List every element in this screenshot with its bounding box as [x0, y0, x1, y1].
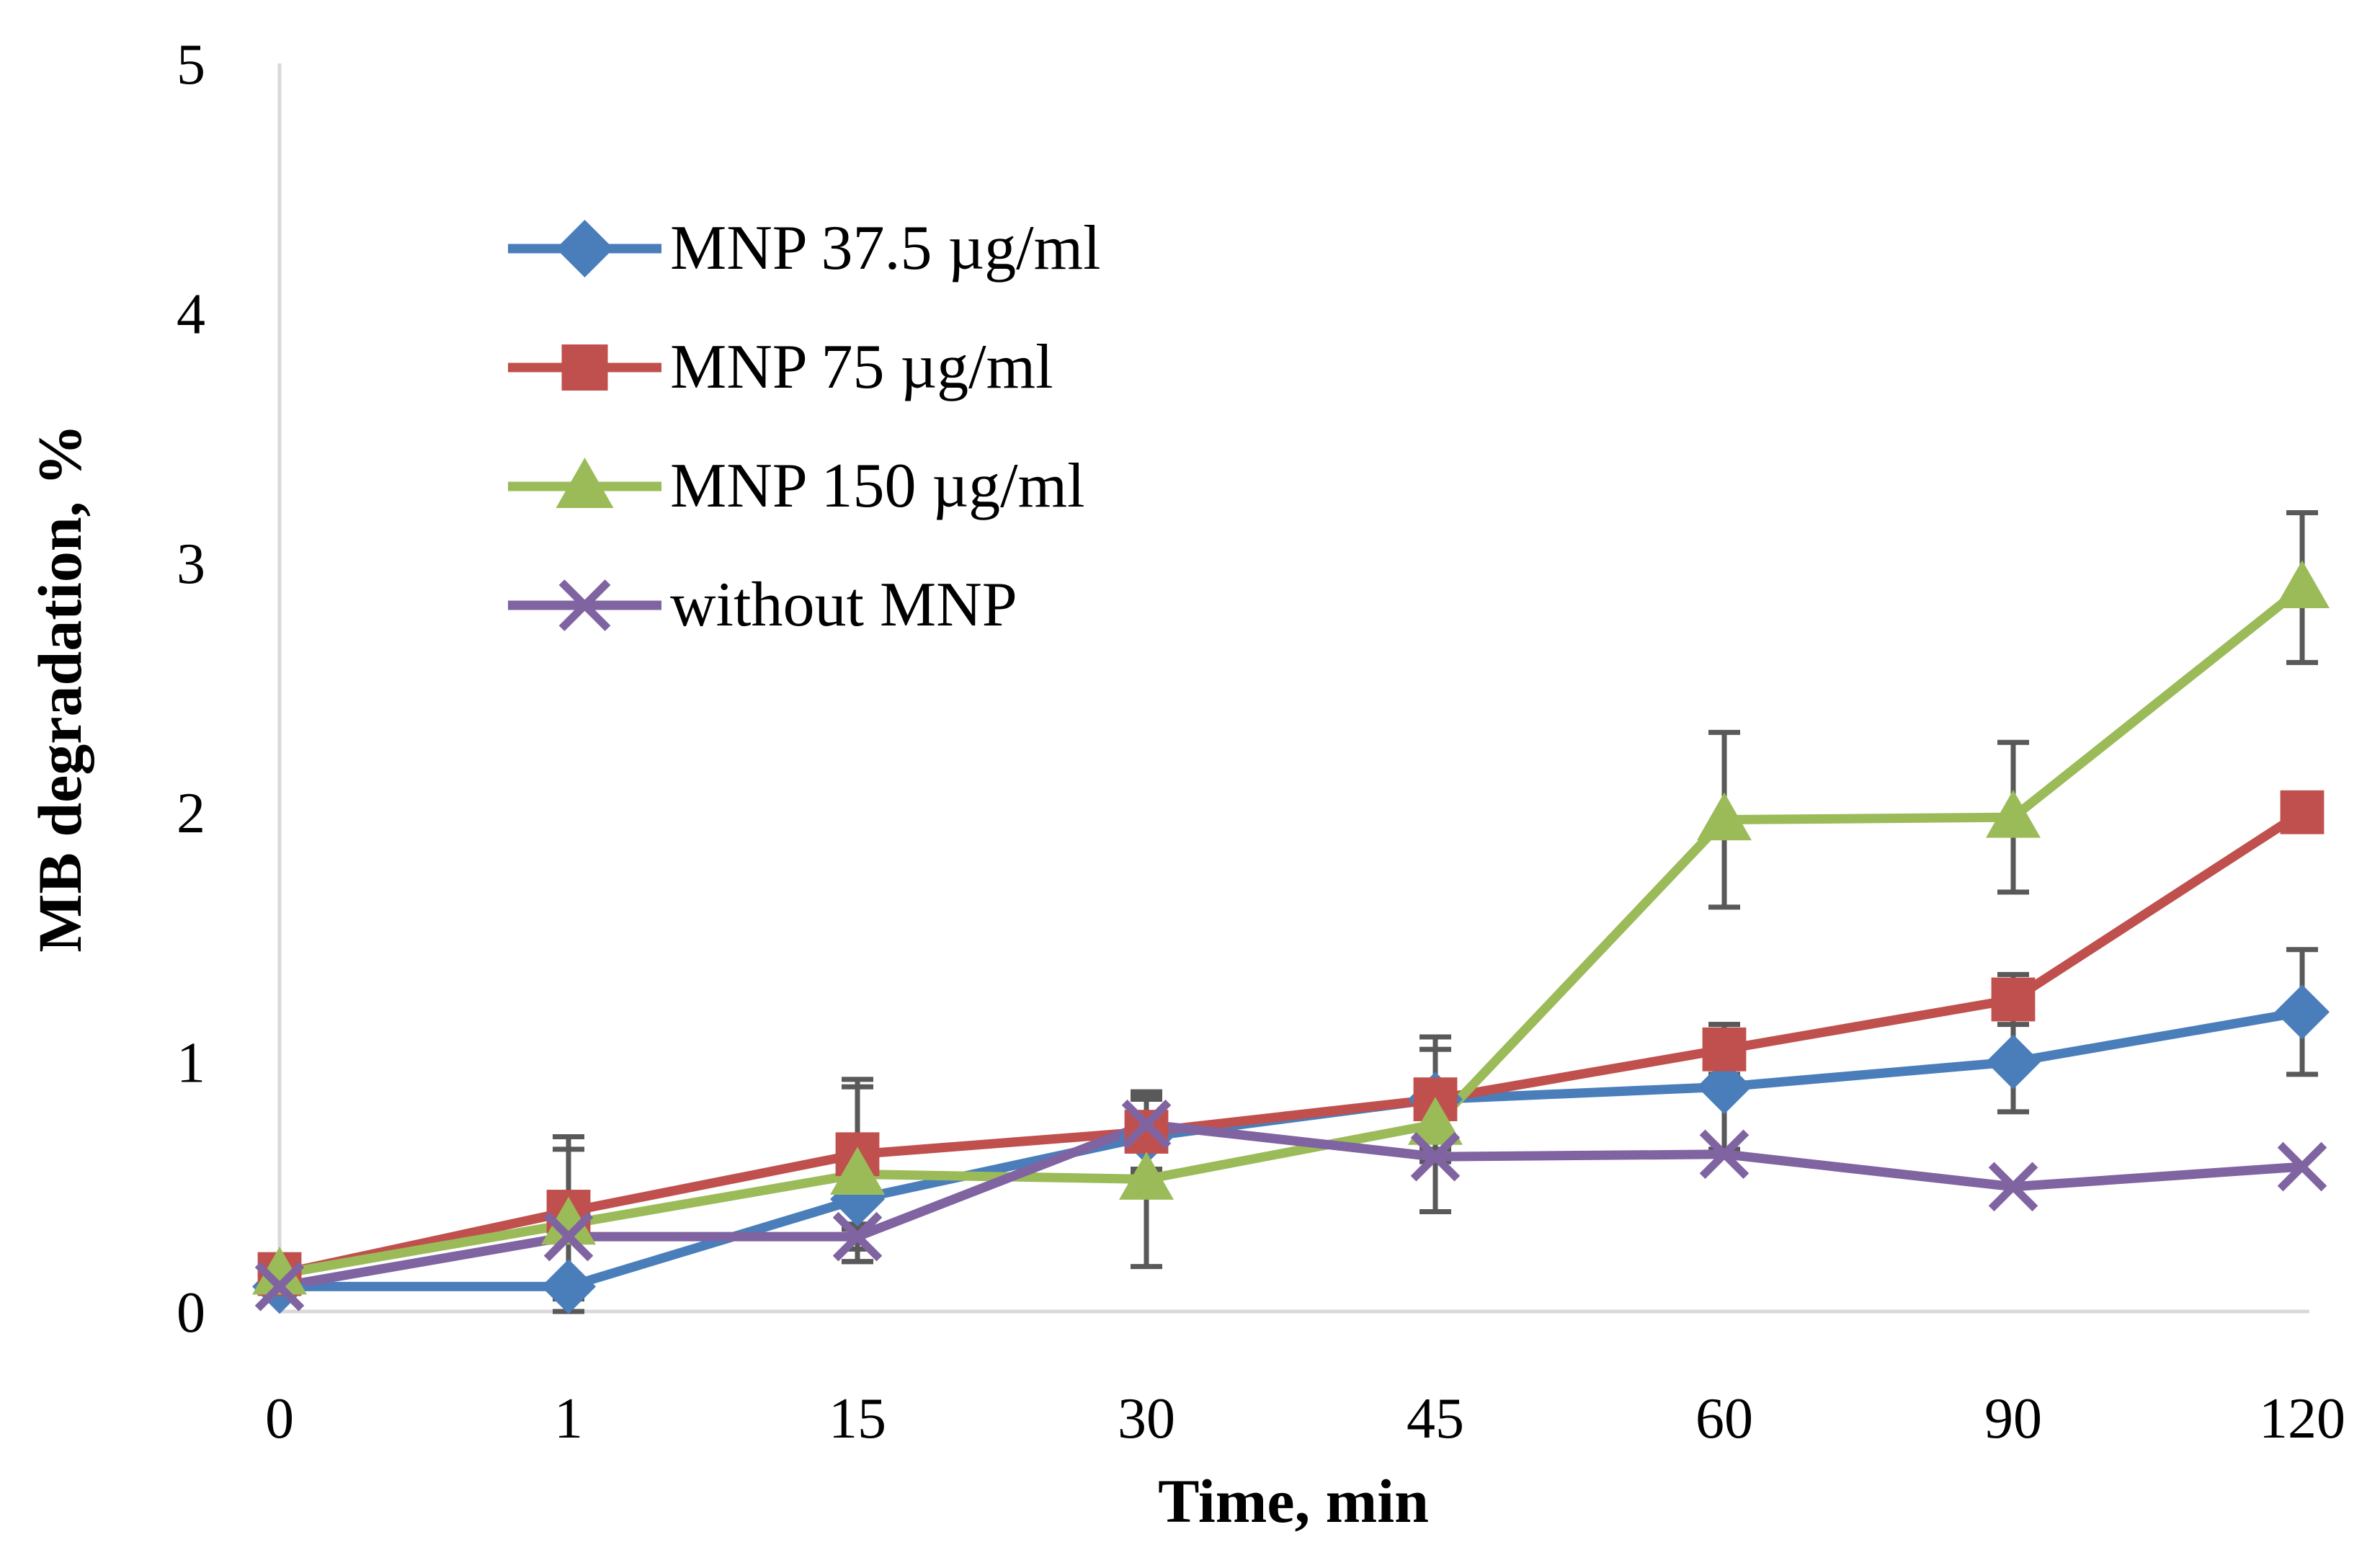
data-point-series-4 — [1699, 1129, 1750, 1180]
y-tick-label: 3 — [177, 533, 205, 596]
data-point-series-3 — [1697, 792, 1752, 841]
marker-stroke — [1699, 1129, 1750, 1180]
series-markers — [252, 560, 2330, 1314]
legend-marker — [556, 220, 614, 277]
data-point-series-3 — [252, 1247, 307, 1295]
legend-label: MNP 150 µg/ml — [670, 451, 1085, 521]
legend-label: MNP 75 µg/ml — [670, 332, 1053, 402]
data-point-series-4 — [1121, 1099, 1172, 1149]
data-point-series-3 — [830, 1146, 885, 1195]
data-point-series-3 — [2275, 560, 2330, 608]
legend-item-2: MNP 75 µg/ml — [508, 332, 1053, 402]
legend-label: without MNP — [670, 570, 1017, 640]
y-tick-label: 5 — [177, 33, 205, 97]
marker-stroke — [254, 1262, 305, 1311]
legend-marker — [558, 579, 611, 631]
data-point-series-3 — [541, 1196, 596, 1245]
data-point-series-4 — [1988, 1162, 2038, 1212]
data-point-series-4 — [254, 1262, 305, 1311]
y-tick-label: 0 — [177, 1281, 205, 1345]
data-point-series-1 — [541, 1259, 596, 1314]
data-point-series-2 — [1702, 1027, 1747, 1072]
x-tick-label: 1 — [554, 1387, 583, 1451]
legend-marker — [561, 344, 608, 391]
x-tick-label: 0 — [265, 1387, 294, 1451]
marker-stroke — [832, 1211, 883, 1262]
legend-item-1: MNP 37.5 µg/ml — [508, 213, 1101, 283]
y-tick-label: 2 — [177, 782, 205, 845]
x-tick-label: 60 — [1695, 1387, 1753, 1451]
data-point-series-3 — [1408, 1097, 1463, 1145]
data-point-series-2 — [2280, 790, 2325, 834]
data-point-series-1 — [1986, 1034, 2041, 1090]
series-line-4 — [278, 1119, 2303, 1291]
series-lines — [278, 584, 2306, 1291]
y-tick-label: 1 — [177, 1032, 205, 1095]
legend-marker — [556, 458, 614, 508]
x-axis-title: Time, min — [1158, 1466, 1429, 1536]
data-point-series-1 — [1697, 1059, 1752, 1115]
data-point-series-4 — [543, 1211, 594, 1262]
marker-stroke — [558, 579, 611, 631]
data-point-series-2 — [1124, 1110, 1169, 1154]
marker-stroke — [543, 1211, 594, 1262]
data-point-series-4 — [1410, 1131, 1461, 1182]
x-tick-label: 30 — [1118, 1387, 1175, 1451]
x-tick-label: 90 — [1984, 1387, 2042, 1451]
marker-stroke — [1121, 1099, 1172, 1149]
legend: MNP 37.5 µg/ml MNP 75 µg/ml MNP 150 µg/ml w… — [508, 213, 1101, 640]
x-tick-label: 45 — [1407, 1387, 1464, 1451]
y-axis-title: MB degradation, % — [25, 424, 94, 952]
series-line-2 — [278, 808, 2305, 1279]
legend-label: MNP 37.5 µg/ml — [670, 213, 1101, 283]
x-tick-label: 120 — [2259, 1387, 2345, 1451]
y-tick-label: 4 — [177, 282, 205, 346]
data-point-series-3 — [1986, 790, 2041, 838]
marker-stroke — [2277, 1141, 2327, 1192]
data-point-series-4 — [2277, 1141, 2327, 1192]
x-tick-label: 15 — [829, 1387, 886, 1451]
data-point-series-1 — [2275, 984, 2330, 1040]
data-point-series-2 — [1991, 977, 2036, 1022]
legend-item-4: without MNP — [508, 570, 1017, 640]
legend-item-3: MNP 150 µg/ml — [508, 451, 1085, 521]
series-line-3 — [278, 584, 2306, 1279]
data-point-series-4 — [832, 1211, 883, 1262]
marker-stroke — [1410, 1131, 1461, 1182]
marker-stroke — [1988, 1162, 2038, 1212]
data-point-series-3 — [1119, 1152, 1174, 1200]
